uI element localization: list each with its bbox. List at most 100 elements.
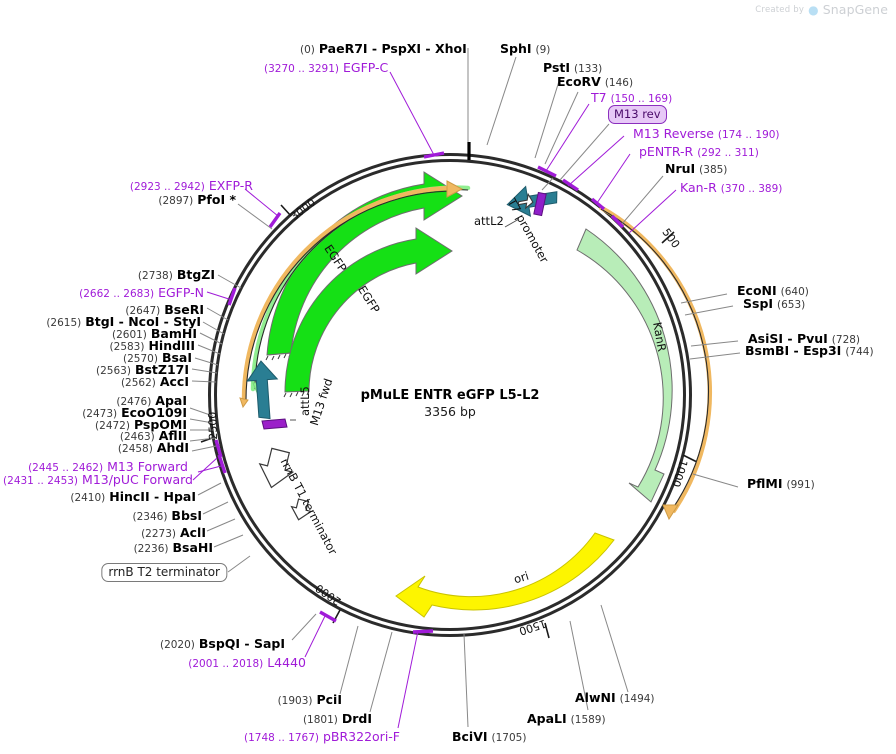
label-hincii-name: HincII - HpaI — [109, 489, 196, 504]
plasmid-backbone — [208, 153, 692, 637]
label-bbsi-position: (2346) — [132, 511, 168, 523]
label-sphi: SphI (9) — [500, 41, 550, 56]
label-t7-name: T7 — [591, 90, 607, 105]
label-exfp-r: (2923 .. 2942) EXFP-R — [130, 178, 253, 193]
feature-arrow-egfp-inner — [283, 227, 453, 398]
label-ahdi-name: AhdI — [156, 440, 189, 455]
label-sspi-name: SspI — [743, 296, 774, 311]
label-hincii: (2410) HincII - HpaI — [70, 489, 196, 504]
label-egfp-n-name: EGFP-N — [158, 285, 204, 300]
label-bbsi-name: BbsI — [171, 508, 202, 523]
label-econi-position: (640) — [780, 286, 809, 298]
label-ahdi: (2458) AhdI — [117, 440, 189, 455]
label-acci: (2562) AccI — [121, 375, 189, 389]
label-acli: (2273) AclI — [141, 525, 206, 540]
label-apali: ApaLI (1589) — [527, 712, 606, 726]
label-pbr322ori-f-name: pBR322ori-F — [322, 729, 400, 744]
label-drdi-position: (1801) — [302, 714, 338, 726]
label-pfoi-name: PfoI * — [197, 192, 236, 207]
label-psti-position: (133) — [574, 63, 603, 75]
label-bsahi: (2236) BsaHI — [133, 540, 213, 555]
label-alwni: AlwNI (1494) — [575, 691, 655, 705]
plasmid-title: pMuLE ENTR eGFP L5-L2 — [360, 388, 540, 403]
feature-arrow-ori — [395, 532, 615, 618]
label-asisi-position: (728) — [831, 334, 861, 346]
tick-label-2500: 2500 — [206, 411, 220, 440]
label-m13puc-forward-name: M13/pUC Forward — [82, 472, 193, 487]
label-drdi-name: DrdI — [341, 711, 372, 726]
label-btgi: (2615) BtgI - NcoI - StyI — [46, 314, 201, 329]
label-pcii-name: PciI — [316, 692, 342, 707]
label-asisi: AsiSI - PvuI (728) — [748, 332, 861, 346]
feature-arrow-attl5 — [246, 360, 279, 420]
label-btgi-name: BtgI - NcoI - StyI — [85, 314, 201, 329]
label-bsahi-position: (2236) — [133, 543, 169, 555]
label-bbsi: (2346) BbsI — [132, 508, 202, 523]
feature-label-attl2: attL2 — [474, 214, 504, 228]
snapgene-watermark: Created by ● SnapGene — [755, 2, 888, 17]
label-econi-name: EcoNI — [737, 283, 777, 298]
label-kan-r-name: Kan-R — [680, 180, 717, 195]
label-pspomi-position: (2472) — [95, 420, 130, 432]
label-m13-forward-position: (2445 .. 2462) — [28, 462, 104, 474]
label-bamhi: (2601) BamHI — [111, 326, 197, 341]
label-acli-position: (2273) — [141, 528, 176, 540]
label-hincii-position: (2410) — [70, 492, 106, 504]
label-m13-forward-name: M13 Forward — [107, 459, 188, 474]
label-bseri: (2647) BseRI — [125, 303, 204, 317]
label-bsahi-name: BsaHI — [172, 540, 213, 555]
label-paer7i: (0) PaeR7I - PspXI - XhoI — [300, 41, 467, 56]
label-m13-reverse-name: M13 Reverse — [633, 126, 714, 141]
label-l4440-name: L4440 — [267, 655, 306, 670]
label-nrui: NruI (385) — [665, 162, 728, 176]
label-egfp-n-position: (2662 .. 2683) — [79, 288, 155, 300]
label-bcivi: BciVI (1705) — [452, 729, 527, 744]
label-bseri-position: (2647) — [125, 305, 161, 317]
label-bamhi-position: (2601) — [111, 329, 147, 341]
label-pspomi: (2472) PspOMI — [95, 418, 187, 432]
label-pentr-r-position: (292 .. 311) — [697, 147, 759, 159]
label-paer7i-position: (0) — [300, 44, 315, 56]
label-psti: PstI (133) — [543, 60, 603, 75]
label-bsmbi-name: BsmBI - Esp3I — [745, 343, 842, 358]
label-bspqi-name: BspQI - SapI — [198, 636, 285, 651]
label-m13-rev-box: M13 rev — [608, 105, 667, 124]
label-hindiii-position: (2583) — [109, 341, 145, 353]
label-pflmi: PflMI (991) — [747, 477, 815, 491]
label-ecorv: EcoRV (146) — [557, 75, 633, 89]
label-ecoo109i: (2473) EcoO109I — [82, 406, 187, 420]
label-paer7i-name: PaeR7I - PspXI - XhoI — [318, 41, 467, 56]
label-pcii-position: (1903) — [277, 695, 313, 707]
label-ahdi-position: (2458) — [117, 443, 153, 455]
label-bcivi-position: (1705) — [491, 732, 527, 744]
label-aflii-position: (2463) — [119, 431, 155, 443]
label-psti-name: PstI — [543, 60, 571, 75]
label-sphi-name: SphI — [500, 41, 532, 56]
label-pbr322ori-f: (1748 .. 1767) pBR322ori-F — [244, 729, 400, 744]
label-rrnb-t2-box: rrnB T2 terminator — [101, 563, 227, 582]
label-pentr-r-name: pENTR-R — [639, 144, 694, 159]
label-m13puc-forward-position: (2431 .. 2453) — [3, 475, 79, 487]
label-egfp-c-name: EGFP-C — [342, 60, 389, 75]
label-exfp-r-name: EXFP-R — [208, 178, 253, 193]
label-bspqi: (2020) BspQI - SapI — [160, 636, 285, 651]
label-egfp-c: (3270 .. 3291) EGFP-C — [264, 60, 389, 75]
label-btgzi: (2738) BtgZI — [138, 268, 215, 282]
label-bcivi-name: BciVI — [452, 729, 488, 744]
label-t7: T7 (150 .. 169) — [591, 90, 672, 105]
label-bsai: (2570) BsaI — [123, 351, 192, 365]
label-sspi-position: (653) — [777, 299, 806, 311]
label-hindiii: (2583) HindIII — [109, 339, 195, 353]
label-btgi-position: (2615) — [46, 317, 82, 329]
label-bamhi-name: BamHI — [150, 326, 197, 341]
label-pflmi-position: (991) — [786, 479, 815, 491]
label-acli-name: AclI — [179, 525, 206, 540]
label-l4440-position: (2001 .. 2018) — [188, 658, 264, 670]
label-pfoi-position: (2897) — [158, 195, 194, 207]
label-leader-lines — [189, 48, 741, 729]
label-nrui-position: (385) — [699, 164, 728, 176]
label-econi: EcoNI (640) — [737, 283, 809, 298]
watermark-created-text: Created by — [755, 4, 805, 15]
